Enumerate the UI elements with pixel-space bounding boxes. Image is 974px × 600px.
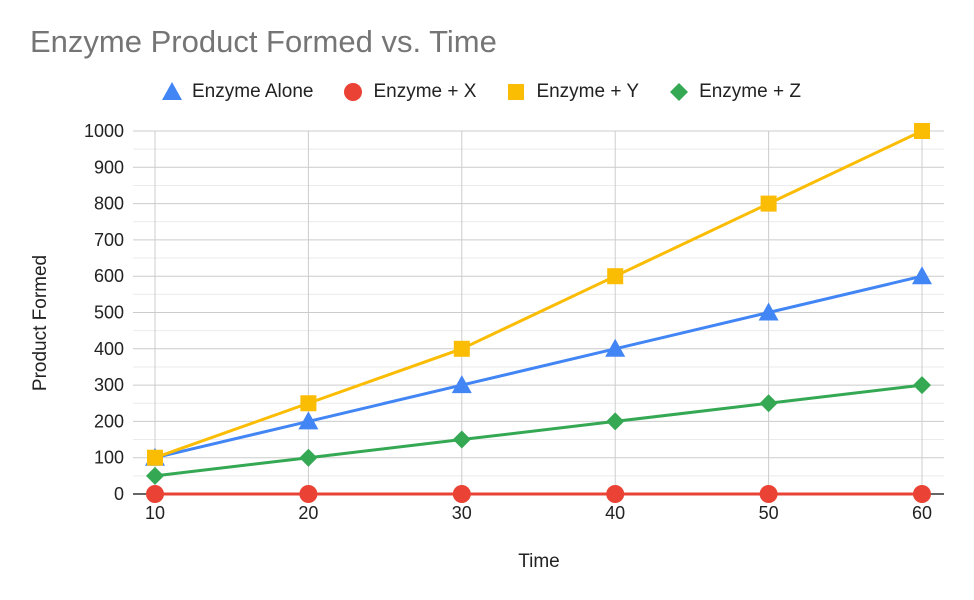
legend-label: Enzyme Alone [192,81,314,102]
data-point-marker [759,394,778,413]
data-point-marker [451,375,472,394]
series-group [145,266,932,466]
chart-title: Enzyme Product Formed vs. Time [30,24,497,59]
y-tick-label: 200 [94,411,124,431]
series-line [154,383,923,478]
data-point-marker [452,485,471,503]
x-axis-title: Time [518,551,560,572]
legend-item: Enzyme + X [341,80,476,104]
series-group [146,485,931,503]
y-tick-label: 100 [94,448,124,468]
y-tick-label: 500 [94,303,124,323]
series-group [147,123,930,466]
x-tick-label: 10 [145,503,165,523]
x-tick-label: 30 [452,503,472,523]
x-tick-label: 20 [298,503,318,523]
legend-item: Enzyme + Y [504,80,639,104]
data-point-marker [452,430,471,449]
y-tick-label: 400 [94,339,124,359]
diamond-icon [670,83,689,101]
legend-marker [508,84,525,100]
data-point-marker [300,395,317,412]
data-point-marker [607,268,624,285]
legend-item: Enzyme + Z [667,80,801,104]
y-tick-label: 600 [94,266,124,286]
series-line [154,274,923,460]
circle-icon [344,83,363,101]
data-point-marker [912,266,932,285]
data-point-marker [453,340,470,357]
legend-marker [162,82,182,100]
x-tick-label: 60 [912,503,932,523]
legend-label: Enzyme + X [373,81,477,102]
legend-marker [670,83,689,101]
y-tick-label: 0 [114,484,124,504]
data-point-marker [759,485,778,503]
data-point-marker [606,485,625,503]
square-icon [508,84,525,100]
legend-item: Enzyme Alone [160,80,313,104]
data-point-marker [758,302,779,321]
triangle-icon [162,82,182,100]
series-line [154,129,923,460]
y-tick-label: 800 [94,194,124,214]
data-point-marker [913,376,931,395]
x-tick-label: 40 [605,503,625,523]
y-tick-label: 900 [94,157,124,177]
data-point-marker [146,485,164,503]
y-tick-label: 1000 [84,121,124,141]
legend-label: Enzyme + Y [536,81,640,102]
data-point-marker [299,485,318,503]
x-tick-label: 50 [759,503,779,523]
data-point-marker [146,466,164,485]
data-point-marker [606,412,625,431]
series-layer [145,123,932,503]
legend: Enzyme Alone Enzyme + X Enzyme + Y Enzyme +… [160,79,829,105]
y-axis-title: Product Formed [30,255,51,391]
data-point-marker [914,123,930,139]
data-point-marker [298,411,319,430]
data-point-marker [760,195,777,212]
legend-label: Enzyme + Z [699,81,801,102]
data-point-marker [299,448,318,467]
legend-marker [344,83,363,101]
series-group [146,376,931,485]
y-tick-label: 300 [94,375,124,395]
data-point-marker [605,338,626,357]
y-tick-label: 700 [94,230,124,250]
data-point-marker [147,449,163,466]
data-point-marker [913,485,931,503]
